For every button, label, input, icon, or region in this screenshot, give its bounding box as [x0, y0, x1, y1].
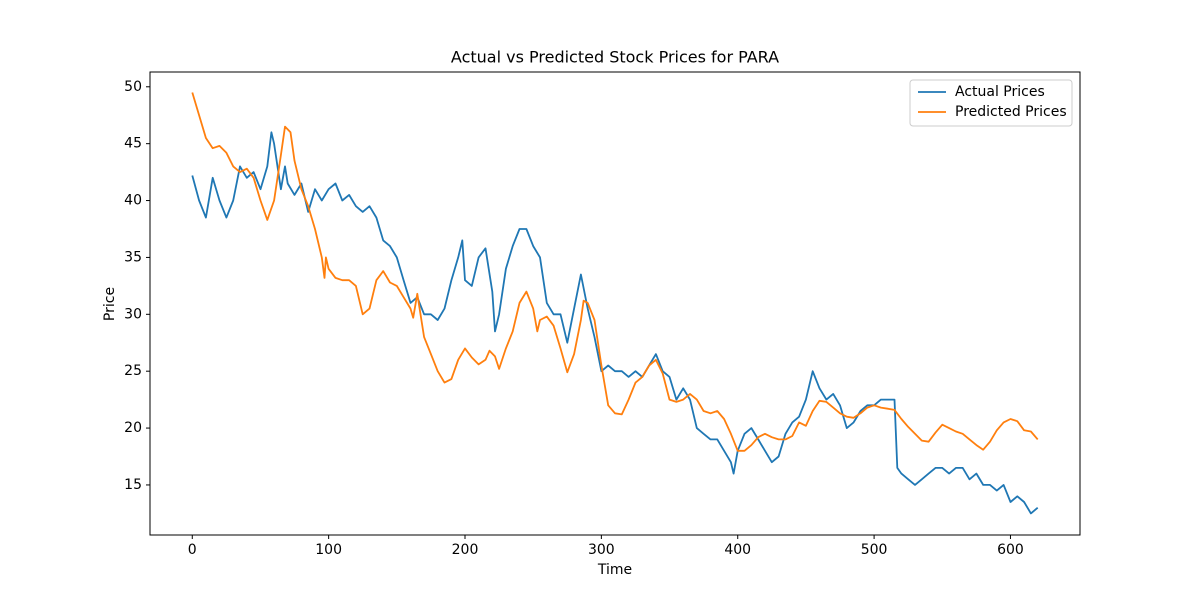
x-tick-label: 300 — [588, 542, 615, 558]
y-tick-label: 40 — [124, 193, 142, 209]
x-tick-label: 200 — [452, 542, 479, 558]
legend-label: Actual Prices — [955, 84, 1045, 100]
legend-box — [909, 79, 1073, 127]
y-tick-label: 50 — [124, 79, 142, 95]
y-tick-label: 15 — [124, 477, 142, 493]
series-line — [191, 131, 1039, 515]
x-tick-label: 500 — [861, 542, 888, 558]
x-tick-label: 0 — [188, 542, 197, 558]
chart-title: Actual vs Predicted Stock Prices for PAR… — [451, 48, 779, 67]
legend-label: Predicted Prices — [955, 104, 1067, 120]
y-tick-label: 45 — [124, 136, 142, 152]
y-tick-label: 20 — [124, 420, 142, 436]
x-tick-label: 100 — [315, 542, 342, 558]
x-tick-label: 600 — [997, 542, 1024, 558]
x-tick-label: 400 — [724, 542, 751, 558]
y-tick-label: 30 — [124, 306, 142, 322]
y-tick-label: 25 — [124, 363, 142, 379]
y-axis-label: Price — [102, 287, 118, 321]
series-line — [191, 92, 1039, 452]
plot-frame — [149, 71, 1081, 536]
y-tick-label: 35 — [124, 249, 142, 265]
x-axis-label: Time — [597, 562, 632, 578]
